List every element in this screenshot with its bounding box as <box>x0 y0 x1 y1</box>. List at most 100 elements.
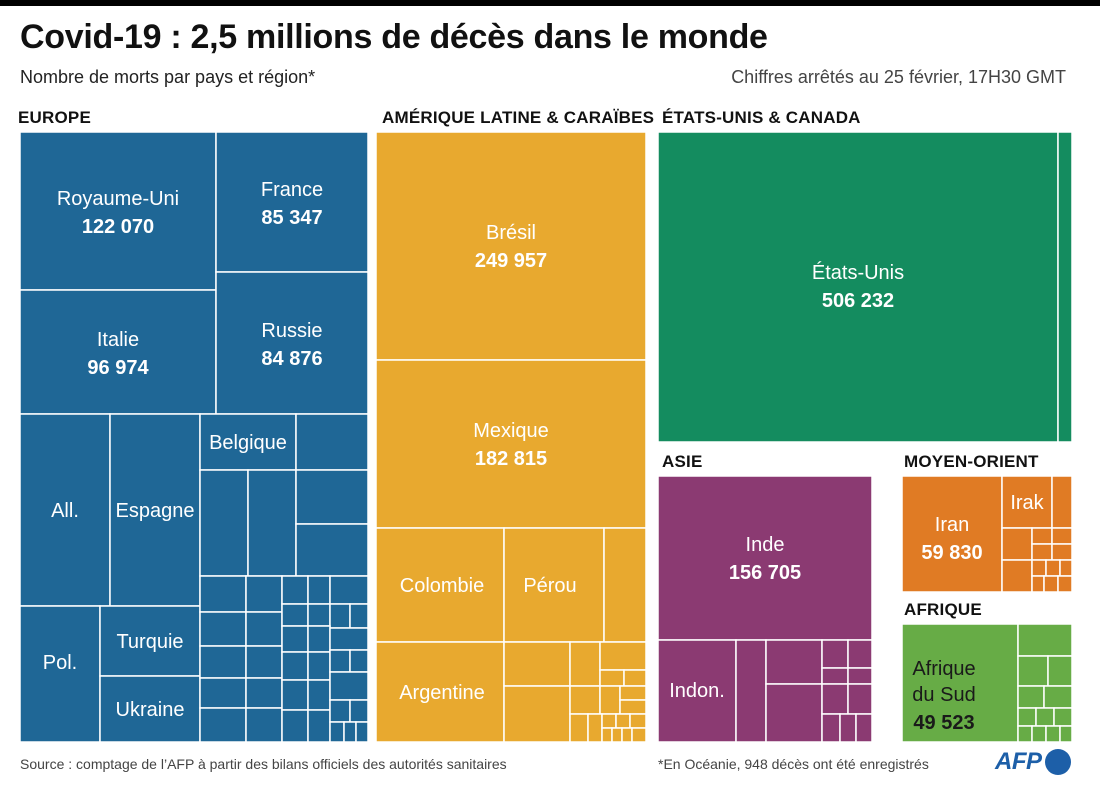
cell-latam-small <box>601 727 613 743</box>
cell-europe-small <box>199 575 247 613</box>
cell-afrique-small <box>1031 725 1047 743</box>
cell-europe-small <box>199 707 247 743</box>
logo-text: AFP <box>995 748 1042 775</box>
cell-europe-small <box>329 671 369 701</box>
cell-europe-small <box>295 413 369 471</box>
cell-europe-small <box>329 699 351 723</box>
cell-latam-small <box>601 713 617 729</box>
cell-latam-small <box>599 669 625 687</box>
cell-latam-small <box>587 713 603 743</box>
cell-afrique-du-sud <box>901 623 1019 743</box>
cell-mo-small <box>1031 543 1053 561</box>
cell-latam-small <box>629 713 647 729</box>
country-name-iran: Iran <box>935 514 969 536</box>
region-label-europe: Europe <box>18 108 91 127</box>
top-rule <box>0 0 1100 6</box>
cell-afrique-small <box>1017 623 1073 657</box>
chart-subtitle: Nombre de morts par pays et région* <box>20 67 316 87</box>
cell-france <box>215 131 369 273</box>
cell-europe-small <box>281 651 309 681</box>
cell-europe-small <box>245 677 283 709</box>
cell-europe-small <box>349 649 369 673</box>
cell-europe-small <box>349 603 369 629</box>
cell-europe-small <box>307 625 331 653</box>
cell-iran <box>901 475 1003 593</box>
cell-ukraine <box>99 675 201 743</box>
cell-europe-small <box>307 603 331 627</box>
cell-latam-small <box>619 685 647 701</box>
cell-afrique-small <box>1045 725 1061 743</box>
country-value-russie: 84 876 <box>261 348 322 370</box>
country-name-ukraine: Ukraine <box>116 699 185 721</box>
cell-latam-small <box>599 641 647 671</box>
cell-asie-small <box>765 639 823 685</box>
cell-europe-small <box>329 603 351 629</box>
cell-europe-small <box>355 721 369 743</box>
source-note: Source : comptage de l’AFP à partir des … <box>20 756 507 772</box>
cell-bresil <box>375 131 647 361</box>
cell-mo-small <box>1031 575 1045 593</box>
cell-europe-small <box>199 611 247 647</box>
cell-italie <box>19 289 217 415</box>
cell-mo-small <box>1031 559 1047 577</box>
cell-europe-small <box>199 645 247 679</box>
cell-indonesie <box>657 639 737 743</box>
cell-asie-small <box>765 683 823 743</box>
footnote: *En Océanie, 948 décès ont été enregistr… <box>658 756 929 772</box>
cell-afrique-small <box>1017 725 1033 743</box>
cell-mexique <box>375 359 647 529</box>
cell-canada <box>1057 131 1073 443</box>
cell-latam-small <box>611 727 623 743</box>
cell-latam-small <box>619 699 647 715</box>
country-value-bresil: 249 957 <box>475 250 547 272</box>
country-name-etats-unis: États-Unis <box>812 261 904 284</box>
country-name-mexique: Mexique <box>473 420 549 442</box>
cell-latam-small <box>603 527 647 643</box>
cell-inde <box>657 475 873 641</box>
cell-europe-small <box>329 575 369 605</box>
cell-mo-small <box>1045 559 1061 577</box>
cell-latam-small <box>503 641 571 687</box>
cell-afrique-small <box>1059 725 1073 743</box>
country-name-turquie: Turquie <box>116 631 183 653</box>
country-value-royaume-uni: 122 070 <box>82 216 154 238</box>
region-label-asie: Asie <box>662 452 703 471</box>
cell-europe-small <box>245 707 283 743</box>
cell-europe-small <box>281 575 309 605</box>
country-name-france: France <box>261 179 323 201</box>
cell-mo-small <box>1043 575 1059 593</box>
cell-latam-small <box>621 727 633 743</box>
region-label-moyen-orient: Moyen-Orient <box>904 452 1039 471</box>
cell-europe-small <box>307 679 331 711</box>
region-label-latam: Amérique Latine & Caraïbes <box>382 108 655 127</box>
country-name-espagne: Espagne <box>116 500 195 522</box>
cell-europe-small <box>343 721 357 743</box>
country-name-pol: Pol. <box>43 652 77 674</box>
logo-dot-icon <box>1044 749 1071 775</box>
country-value-iran: 59 830 <box>921 542 982 564</box>
cell-latam-small <box>631 727 647 743</box>
cell-asie-small <box>847 667 873 685</box>
cell-asie-small <box>821 713 841 743</box>
country-name-irak: Irak <box>1010 492 1044 514</box>
country-name-colombie: Colombie <box>400 575 484 597</box>
cell-afrique-small <box>1017 655 1049 687</box>
cell-europe-small <box>281 625 309 653</box>
cell-afrique-small <box>1053 707 1073 727</box>
country-name-argentine: Argentine <box>399 682 485 704</box>
cell-mo-small <box>1057 575 1073 593</box>
cell-mo-small <box>1059 559 1073 577</box>
cell-latam-small <box>569 713 589 743</box>
country-name-afrique-du-sud: Afrique <box>912 658 975 680</box>
cell-turquie <box>99 605 201 677</box>
country-name-afrique-du-sud: du Sud <box>912 684 975 706</box>
region-label-usa-canada: États-Unis & Canada <box>662 108 861 127</box>
country-name-russie: Russie <box>261 320 322 342</box>
cell-mo-small <box>1051 543 1073 561</box>
cell-europe-small <box>281 679 309 711</box>
cell-latam-small <box>623 669 647 687</box>
country-name-indon: Indon. <box>669 680 725 702</box>
cell-europe-small <box>307 709 331 743</box>
cell-mo-small <box>1031 527 1053 545</box>
